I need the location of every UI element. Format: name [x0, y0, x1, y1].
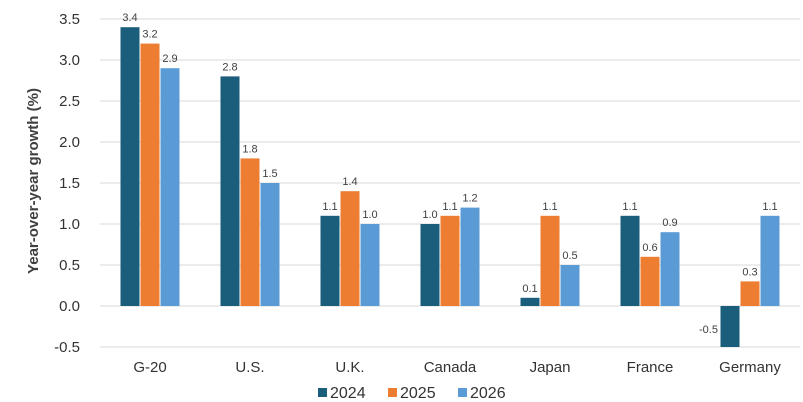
legend-label: 2025 — [400, 385, 436, 402]
data-label: 1.8 — [242, 143, 257, 155]
x-tick-label: Germany — [719, 359, 781, 376]
data-label: 0.9 — [662, 217, 677, 229]
data-label: 1.5 — [262, 168, 277, 180]
data-label: 2.9 — [162, 53, 177, 65]
data-label: 1.1 — [622, 201, 637, 213]
data-label: 1.4 — [342, 176, 357, 188]
bar-2025-g20 — [140, 43, 160, 306]
bar-2025-japan — [540, 215, 560, 306]
y-tick-label: 1.5 — [59, 175, 80, 192]
data-label: 0.1 — [522, 283, 537, 295]
data-label: 3.4 — [122, 12, 137, 24]
data-label: 1.1 — [542, 201, 557, 213]
bar-2026-germany — [760, 215, 780, 306]
bar-2025-france — [640, 256, 660, 306]
data-label: 0.5 — [562, 250, 577, 262]
y-tick-label: 3.0 — [59, 52, 80, 69]
legend-label: 2026 — [470, 385, 506, 402]
bar-2026-japan — [560, 265, 580, 306]
legend: 2024 2025 2026 — [318, 385, 506, 402]
y-tick-label: 0.5 — [59, 257, 80, 274]
bar-2025-canada — [440, 215, 460, 306]
bar-2026-g20 — [160, 68, 180, 306]
bar-2025-germany — [740, 281, 760, 306]
data-label-layer: 3.4 3.2 2.9 2.8 1.8 1.5 1.1 1.4 1.0 1.0 1.1 1.2 0.1 1… — [122, 12, 777, 336]
data-label: 0.3 — [742, 266, 757, 278]
x-tick-label: G-20 — [133, 359, 166, 376]
legend-swatch-2026 — [458, 388, 467, 397]
bar-2024-france — [620, 215, 640, 306]
y-tick-label: 2.0 — [59, 134, 80, 151]
bar-2024-japan — [520, 297, 540, 306]
y-tick-label: 1.0 — [59, 216, 80, 233]
bar-layer — [120, 27, 780, 347]
x-tick-label: Canada — [424, 359, 477, 376]
y-tick-label: -0.5 — [54, 339, 80, 356]
bar-2024-germany — [720, 306, 740, 347]
data-label: 1.1 — [442, 201, 457, 213]
bar-2026-canada — [460, 207, 480, 306]
y-tick-label: 0.0 — [59, 298, 80, 315]
data-label: 1.1 — [322, 201, 337, 213]
axis-layer: 3.5 3.0 2.5 2.0 1.5 1.0 0.5 0.0 -0.5 G-20 U.S. U.K.… — [54, 11, 781, 376]
y-tick-label: 2.5 — [59, 93, 80, 110]
bar-2024-canada — [420, 224, 440, 306]
data-label: 0.6 — [642, 242, 657, 254]
bar-2025-uk — [340, 191, 360, 306]
bar-2024-us — [220, 76, 240, 307]
legend-label: 2024 — [330, 385, 366, 402]
data-label: 1.0 — [422, 209, 437, 221]
bar-2024-g20 — [120, 27, 140, 306]
bar-2025-us — [240, 158, 260, 306]
data-label: -0.5 — [699, 324, 718, 336]
bar-2026-us — [260, 183, 280, 306]
data-label: 1.0 — [362, 209, 377, 221]
x-tick-label: Japan — [530, 359, 571, 376]
bar-2026-uk — [360, 224, 380, 306]
legend-swatch-2025 — [388, 388, 397, 397]
bar-2024-uk — [320, 215, 340, 306]
y-axis-title: Year-over-year growth (%) — [25, 88, 42, 274]
data-label: 3.2 — [142, 29, 157, 41]
data-label: 1.2 — [462, 193, 477, 205]
x-tick-label: U.S. — [235, 359, 264, 376]
y-tick-label: 3.5 — [59, 11, 80, 28]
bar-2026-france — [660, 232, 680, 306]
data-label: 2.8 — [222, 61, 237, 73]
x-tick-label: U.K. — [335, 359, 364, 376]
x-tick-label: France — [627, 359, 674, 376]
data-label: 1.1 — [762, 201, 777, 213]
legend-swatch-2024 — [318, 388, 327, 397]
